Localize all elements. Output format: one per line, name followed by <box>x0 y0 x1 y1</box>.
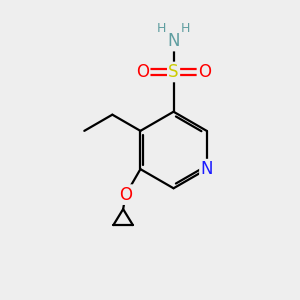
Text: S: S <box>168 63 179 81</box>
Text: O: O <box>119 186 132 204</box>
Text: O: O <box>136 63 149 81</box>
Text: N: N <box>200 160 213 178</box>
Text: N: N <box>167 32 180 50</box>
Text: H: H <box>157 22 166 35</box>
Text: H: H <box>181 22 190 35</box>
Text: O: O <box>198 63 211 81</box>
